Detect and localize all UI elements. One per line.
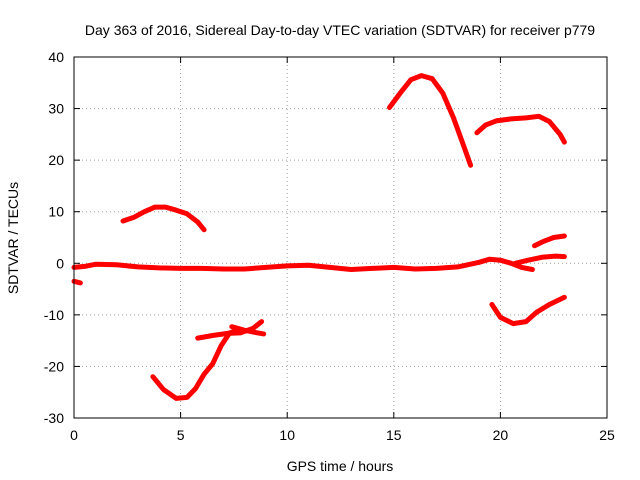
y-tick-label: -30 — [44, 410, 64, 426]
y-tick-label: 10 — [48, 204, 64, 220]
y-tick-label: 20 — [48, 152, 64, 168]
series-line-arc-28 — [474, 113, 567, 145]
data-series — [71, 73, 567, 401]
series-line-arc-neg25 — [150, 327, 241, 401]
series-line-arc-1 — [512, 253, 567, 266]
series-line-arc-neg13 — [195, 319, 265, 341]
series-line-arc-35 — [387, 73, 474, 168]
series-line-arc-10 — [120, 204, 207, 233]
series-line-arc-neg13b — [229, 324, 267, 337]
x-tick-label: 10 — [279, 427, 295, 443]
grid-lines — [74, 57, 607, 418]
chart-title: Day 363 of 2016, Sidereal Day-to-day VTE… — [85, 22, 595, 38]
x-tick-label: 20 — [493, 427, 509, 443]
y-tick-label: -10 — [44, 307, 64, 323]
x-axis-label: GPS time / hours — [287, 458, 394, 474]
plot-frame — [73, 56, 608, 419]
series-line-arc-neg10 — [489, 294, 567, 327]
x-tick-label: 5 — [177, 427, 185, 443]
series-line-baseline — [71, 256, 535, 272]
series-line-early-dip — [71, 278, 83, 286]
y-tick-label: 0 — [56, 255, 64, 271]
x-tick-label: 0 — [70, 427, 78, 443]
y-tick-label: 40 — [48, 49, 64, 65]
series-line-arc-5 — [532, 233, 567, 249]
x-tick-label: 15 — [386, 427, 402, 443]
y-tick-label: 30 — [48, 101, 64, 117]
axis-ticks: 0 5 10 15 20 25 -30 -20 -10 0 10 20 30 40 — [44, 49, 615, 443]
y-tick-label: -20 — [44, 358, 64, 374]
y-axis-label: SDTVAR / TECUs — [5, 182, 21, 294]
x-tick-label: 25 — [599, 427, 615, 443]
